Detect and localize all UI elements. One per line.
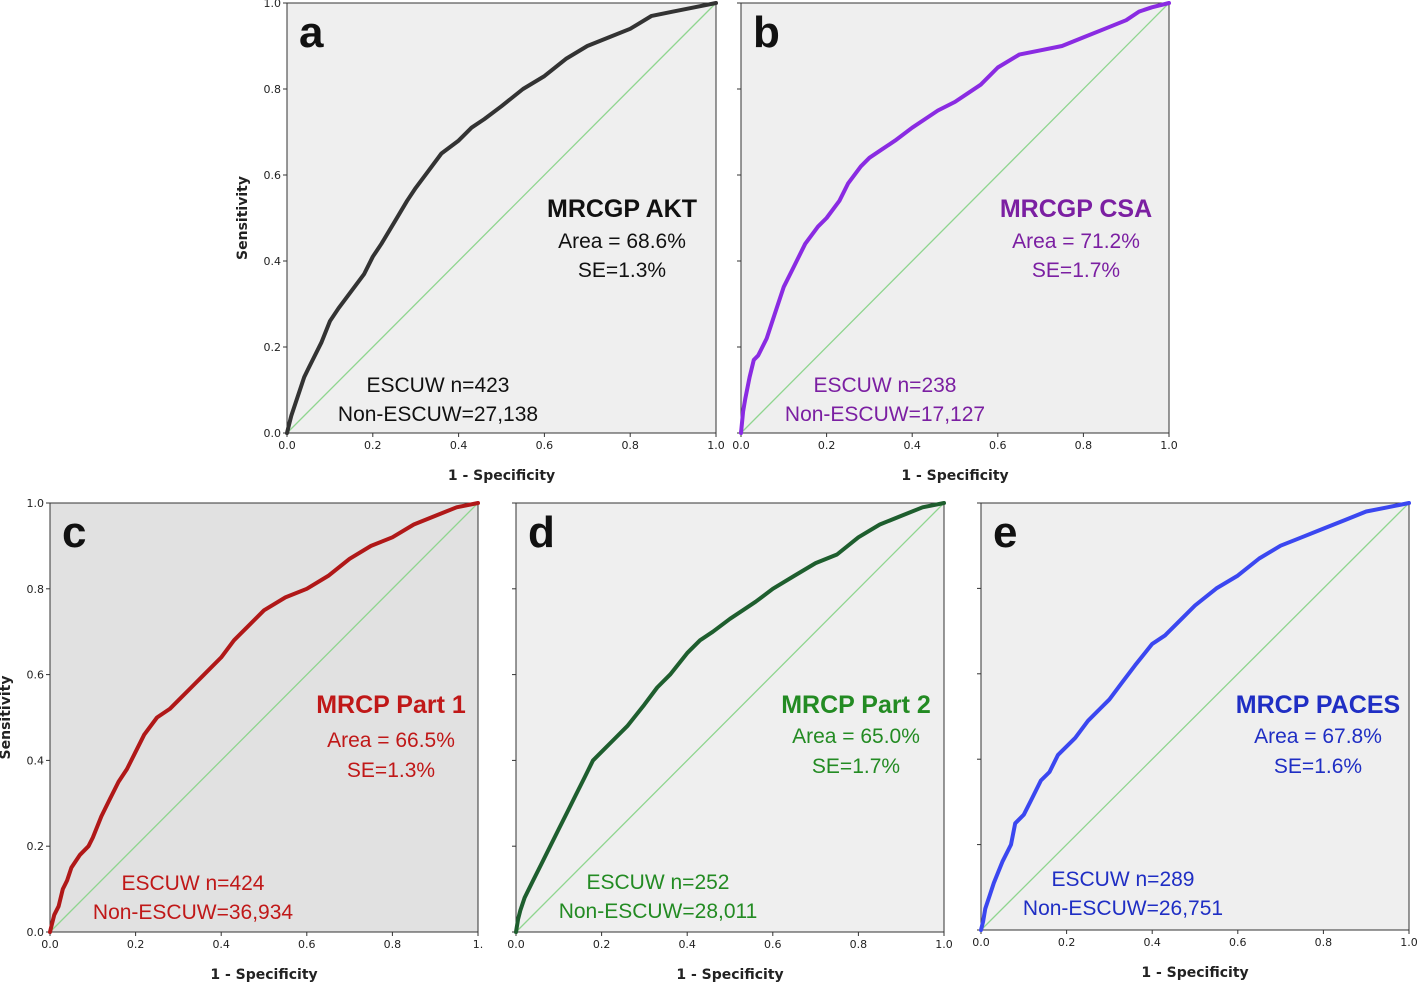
- reference-diagonal: [980, 502, 1410, 931]
- y-tick-label: 0.2: [27, 840, 45, 853]
- panel-letter: a: [299, 8, 324, 57]
- x-tick-label: 0.6: [764, 938, 782, 951]
- panel-b: 0.0 0.2 0.4 0.6 0.8 1.0 1 - Specificity b MRCGP …: [732, 1, 1178, 484]
- area-label: Area = 68.6%: [558, 230, 686, 253]
- y-tick-label: 1.0: [27, 497, 45, 510]
- x-tick-label: 0.4: [903, 439, 921, 452]
- non-escuw-count: Non-ESCUW=17,127: [785, 403, 985, 426]
- y-tick-label: 0.4: [27, 754, 45, 767]
- x-tick-label: 0.8: [621, 439, 639, 452]
- x-tick-label: 0.6: [1229, 936, 1247, 949]
- non-escuw-count: Non-ESCUW=28,011: [559, 900, 758, 923]
- x-tick-label: 0.8: [1075, 439, 1093, 452]
- x-tick-label: 0.0: [41, 938, 59, 951]
- area-label: Area = 65.0%: [792, 725, 920, 748]
- x-tick-label: 0.2: [364, 439, 382, 452]
- x-tick-label: 0.2: [818, 439, 836, 452]
- y-tick-label: 0.0: [27, 926, 45, 939]
- se-label: SE=1.7%: [812, 755, 900, 778]
- x-axis-label: 1 - Specificity: [210, 967, 317, 983]
- y-tick-label: 0.4: [264, 255, 282, 268]
- y-axis-label: Sensitivity: [235, 176, 251, 260]
- x-tick-label: 0.0: [732, 439, 750, 452]
- x-tick-label: 0.8: [384, 938, 402, 951]
- roc-curve: [739, 1, 1171, 435]
- exam-title: MRCGP CSA: [1000, 195, 1152, 223]
- x-tick-label: 0.4: [1143, 936, 1161, 949]
- x-axis-label: 1 - Specificity: [901, 468, 1008, 484]
- y-tick-label: 0.6: [264, 169, 282, 182]
- panel-c: 0.00.0 0.2 0.2 0.4 0.4 0.6 0.6 0.8 0.8 1. 1.0 1 - S…: [0, 497, 483, 983]
- x-axis-label: 1 - Specificity: [1141, 965, 1248, 981]
- non-escuw-count: Non-ESCUW=26,751: [1023, 897, 1223, 920]
- x-axis-label: 1 - Specificity: [448, 468, 555, 484]
- se-label: SE=1.3%: [347, 759, 435, 782]
- reference-diagonal: [286, 2, 717, 434]
- escuw-count: ESCUW n=423: [367, 374, 510, 397]
- panel-letter: e: [993, 508, 1017, 557]
- escuw-count: ESCUW n=238: [814, 374, 957, 397]
- x-tick-label: 1.: [473, 938, 484, 951]
- roc-curve: [979, 501, 1411, 932]
- escuw-count: ESCUW n=289: [1052, 868, 1195, 891]
- exam-title: MRCGP AKT: [547, 195, 697, 223]
- x-tick-label: 0.4: [212, 938, 230, 951]
- roc-curve: [514, 501, 946, 934]
- y-tick-label: 0.0: [264, 427, 282, 440]
- reference-diagonal: [740, 2, 1170, 434]
- roc-curve: [285, 1, 718, 435]
- reference-diagonal: [49, 502, 479, 933]
- area-label: Area = 66.5%: [327, 729, 455, 752]
- x-tick-label: 0.6: [989, 439, 1007, 452]
- se-label: SE=1.3%: [578, 259, 666, 282]
- x-tick-label: 0.4: [450, 439, 468, 452]
- x-tick-label: 0.2: [127, 938, 145, 951]
- panel-a: 0.00.0 0.2 0.2 0.4 0.4 0.6 0.6 0.8 0.8 1.0 1.0 1 - …: [235, 0, 725, 484]
- panel-d: 0.0 0.2 0.4 0.6 0.8 1.0 1 - Specificity d MRCP P…: [507, 501, 953, 983]
- exam-title: MRCP Part 1: [316, 691, 466, 719]
- area-label: Area = 67.8%: [1254, 725, 1382, 748]
- x-tick-label: 0.0: [972, 936, 990, 949]
- non-escuw-count: Non-ESCUW=36,934: [93, 901, 293, 924]
- y-tick-label: 1.0: [264, 0, 282, 10]
- x-tick-label: 1.0: [1160, 439, 1178, 452]
- x-tick-label: 1.0: [1400, 936, 1418, 949]
- x-tick-label: 0.8: [1315, 936, 1333, 949]
- y-axis-label: Sensitivity: [0, 676, 14, 760]
- x-tick-label: 0.6: [298, 938, 316, 951]
- x-tick-label: 1.0: [707, 439, 725, 452]
- x-tick-label: 0.6: [536, 439, 554, 452]
- panel-letter: d: [528, 508, 555, 557]
- x-axis-label: 1 - Specificity: [676, 967, 783, 983]
- panel-e: 0.0 0.2 0.4 0.6 0.8 1.0 1 - Specificity e MRCP P…: [972, 501, 1418, 981]
- x-tick-label: 0.2: [593, 938, 611, 951]
- x-tick-label: 0.8: [850, 938, 868, 951]
- y-tick-label: 0.8: [27, 583, 45, 596]
- x-tick-label: 0.0: [507, 938, 525, 951]
- roc-curve: [48, 501, 480, 934]
- y-tick-label: 0.8: [264, 83, 282, 96]
- x-tick-label: 1.0: [935, 938, 953, 951]
- non-escuw-count: Non-ESCUW=27,138: [338, 403, 538, 426]
- y-tick-label: 0.6: [27, 669, 45, 682]
- panel-letter: b: [753, 8, 780, 57]
- escuw-count: ESCUW n=424: [122, 872, 265, 895]
- exam-title: MRCP PACES: [1236, 691, 1400, 719]
- exam-title: MRCP Part 2: [781, 691, 931, 719]
- reference-diagonal: [515, 502, 945, 933]
- x-tick-label: 0.0: [278, 439, 296, 452]
- x-tick-label: 0.2: [1058, 936, 1076, 949]
- se-label: SE=1.6%: [1274, 755, 1362, 778]
- y-tick-label: 0.2: [264, 341, 282, 354]
- panel-letter: c: [62, 508, 86, 557]
- se-label: SE=1.7%: [1032, 259, 1120, 282]
- x-tick-label: 0.4: [678, 938, 696, 951]
- area-label: Area = 71.2%: [1012, 230, 1140, 253]
- escuw-count: ESCUW n=252: [587, 871, 730, 894]
